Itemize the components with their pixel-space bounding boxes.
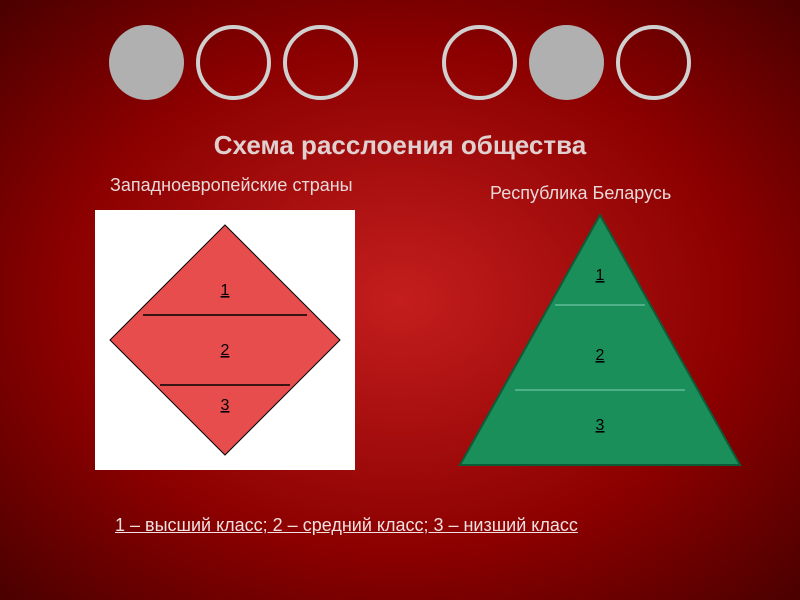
legend-text: 1 – высший класс; 2 – средний класс; 3 –… — [115, 515, 578, 536]
page-title: Схема расслоения общества — [0, 130, 800, 161]
triangle-diagram: 1 2 3 — [450, 200, 750, 480]
circle-4 — [442, 25, 517, 100]
triangle-label-1: 1 — [596, 267, 605, 284]
circle-gap — [370, 25, 430, 100]
circle-6 — [616, 25, 691, 100]
subtitle-western: Западноевропейские страны — [110, 175, 353, 196]
decorative-circles — [0, 25, 800, 100]
triangle-label-2: 2 — [596, 347, 605, 364]
diamond-label-1: 1 — [221, 282, 230, 299]
circle-3 — [283, 25, 358, 100]
diamond-shape — [110, 225, 340, 455]
circle-2 — [196, 25, 271, 100]
circle-5 — [529, 25, 604, 100]
diamond-container: 1 2 3 — [95, 210, 355, 470]
circle-1 — [109, 25, 184, 100]
diamond-label-2: 2 — [221, 342, 230, 359]
triangle-label-3: 3 — [596, 417, 605, 434]
triangle-container: 1 2 3 — [450, 200, 750, 480]
diamond-diagram: 1 2 3 — [95, 210, 355, 470]
diamond-label-3: 3 — [221, 397, 230, 414]
